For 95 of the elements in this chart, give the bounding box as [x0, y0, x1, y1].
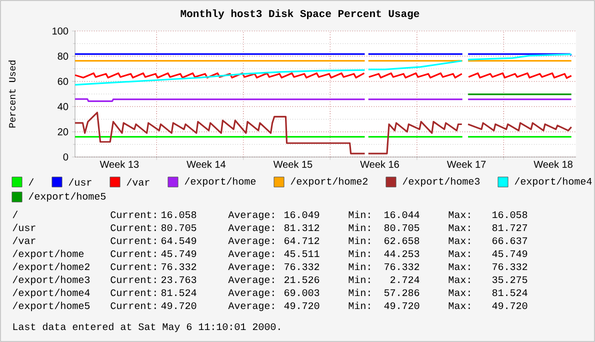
text: 80.705 [384, 224, 420, 232]
text: 16.044 [384, 211, 420, 218]
text: 69.003 [284, 289, 320, 296]
text: /export/home [12, 250, 84, 260]
x-tick-label: Week 17 [446, 160, 486, 168]
text: 81.727 [492, 224, 528, 232]
y-tick-label: 60 [58, 78, 68, 85]
x-tick-label: Week 13 [100, 160, 139, 168]
legend-label: / [28, 178, 34, 186]
text: 64.549 [162, 237, 196, 244]
text: /export/home4 [12, 288, 90, 298]
text: 2.724 [390, 276, 420, 283]
text: /export/home2 [12, 262, 90, 272]
text: 80.705 [161, 224, 196, 232]
text: 23.763 [162, 276, 196, 284]
text: 76.332 [492, 263, 528, 270]
text: Average: [228, 289, 274, 298]
text: 76.332 [384, 263, 420, 270]
text: Max: [448, 289, 470, 296]
text: Current: [110, 289, 156, 296]
text: / [12, 210, 18, 218]
text: /usr [12, 224, 36, 232]
text: 66.637 [492, 237, 528, 244]
text: 44.253 [384, 250, 420, 258]
y-tick-label: 40 [58, 103, 68, 110]
text: Current: [110, 224, 156, 232]
text: Average: [228, 302, 274, 312]
text: Average: [228, 250, 274, 260]
text: Max: [448, 302, 470, 310]
x-tick-label: Week 15 [273, 160, 312, 168]
text: Min: [348, 288, 370, 296]
text: Max: [448, 250, 470, 258]
text: 45.749 [161, 250, 196, 258]
text: Min: [348, 236, 370, 244]
x-tick-label: Week 16 [360, 160, 399, 168]
text: 45.749 [492, 250, 528, 258]
text: Last data entered at Sat May 6 11:10:01 2000. [13, 322, 280, 332]
legend-label: /var [126, 178, 150, 186]
legend-label: /export/home [184, 177, 256, 187]
y-tick-label: 0 [63, 153, 68, 161]
text: Min: [348, 224, 370, 231]
text: /var [12, 236, 36, 244]
text: Current: [110, 276, 156, 284]
y-tick-label: 20 [58, 128, 68, 136]
text: Current: [110, 302, 156, 310]
text: Max: [448, 211, 470, 218]
legend-label: /export/home3 [402, 177, 480, 187]
text: 16.058 [492, 211, 528, 218]
text: Min: [348, 302, 370, 309]
text: /export/home3 [12, 276, 90, 286]
text: 62.658 [384, 237, 420, 244]
text: Current: [110, 250, 156, 258]
text: Max: [448, 263, 470, 270]
text: 57.286 [384, 289, 420, 296]
y-tick-label: 80 [58, 52, 68, 60]
text: Current: [110, 211, 156, 218]
text: Min: [348, 276, 370, 283]
x-tick-label: Week 14 [186, 160, 226, 168]
legend-label: /export/home5 [28, 192, 106, 202]
text: 49.720 [284, 302, 320, 310]
y-tick-label: 100 [52, 27, 68, 35]
text: Min: [348, 250, 370, 257]
text: 49.720 [492, 302, 528, 310]
text: 16.049 [284, 211, 320, 218]
text: 64.712 [284, 237, 320, 244]
x-tick-label: Week 18 [534, 160, 572, 168]
text: Max: [448, 224, 470, 232]
text: Current: [110, 237, 156, 244]
text: 21.526 [284, 276, 320, 284]
text: 45.511 [284, 250, 320, 258]
text: Average: [228, 263, 274, 272]
text: Average: [228, 276, 274, 286]
text: 49.720 [384, 302, 420, 310]
text: 76.332 [284, 263, 320, 270]
text: /export/home5 [12, 302, 90, 312]
text: Current: [110, 263, 156, 270]
text: Average: [228, 237, 274, 246]
text: Max: [448, 237, 470, 244]
legend-label: /usr [68, 178, 92, 186]
legend-label: /export/home4 [514, 177, 592, 187]
text: 81.312 [284, 224, 320, 232]
y-axis-title: Percent Used [8, 60, 16, 128]
text: Average: [228, 211, 274, 220]
text: 16.058 [162, 211, 196, 218]
text: 76.332 [162, 263, 196, 270]
text: Max: [448, 276, 470, 284]
text: 81.524 [161, 289, 196, 296]
text: 49.720 [161, 302, 196, 310]
text: Min: [348, 210, 370, 218]
chart-title: Monthly host3 Disk Space Percent Usage [180, 9, 420, 20]
legend-label: /export/home2 [290, 177, 368, 187]
text: 81.524 [492, 289, 528, 296]
text: 35.275 [492, 276, 528, 284]
text: Min: [348, 262, 370, 270]
text: Average: [228, 224, 274, 234]
